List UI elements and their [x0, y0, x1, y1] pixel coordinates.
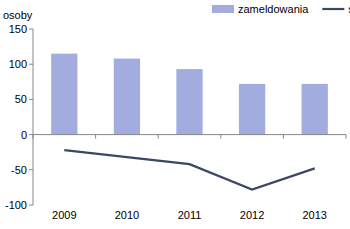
bar: [51, 54, 77, 135]
bar: [114, 59, 140, 135]
x-tick-label: 2012: [240, 209, 264, 221]
x-tick: [95, 135, 96, 139]
y-tick-label: -50: [11, 164, 27, 176]
y-tick: [29, 99, 33, 100]
y-tick-label: 50: [15, 93, 27, 105]
y-tick: [29, 29, 33, 30]
bar: [176, 69, 202, 134]
x-axis: [33, 134, 346, 135]
y-tick-label: 100: [9, 58, 27, 70]
x-tick-label: 2009: [52, 209, 76, 221]
y-tick: [29, 205, 33, 206]
line: [64, 150, 314, 189]
x-tick: [283, 135, 284, 139]
y-tick: [29, 64, 33, 65]
y-axis: [33, 29, 34, 205]
x-tick: [346, 135, 347, 139]
legend-label: zameldowania: [238, 3, 309, 15]
plot-area: [51, 54, 328, 190]
chart-svg: -100 -50 0 50 100 150 osoby 2009 2010 2011 2012 201…: [0, 0, 350, 229]
x-tick-label: 2011: [178, 209, 202, 221]
x-tick: [33, 135, 34, 139]
bar: [302, 84, 328, 135]
y-tick-label: -100: [5, 199, 27, 211]
x-tick: [158, 135, 159, 139]
legend-label: saldo migracji: [348, 3, 350, 15]
y-tick: [29, 134, 33, 135]
y-tick-label: 150: [9, 23, 27, 35]
bar: [239, 84, 265, 135]
chart: -100 -50 0 50 100 150 osoby 2009 2010 2011 2012 201…: [0, 0, 350, 229]
y-axis-label: osoby: [3, 9, 33, 21]
x-tick-label: 2013: [302, 209, 326, 221]
y-tick: [29, 169, 33, 170]
x-tick-label: 2010: [115, 209, 139, 221]
y-tick-label: 0: [21, 129, 27, 141]
legend-swatch: [322, 8, 344, 10]
x-tick: [220, 135, 221, 139]
legend-swatch: [212, 5, 234, 13]
